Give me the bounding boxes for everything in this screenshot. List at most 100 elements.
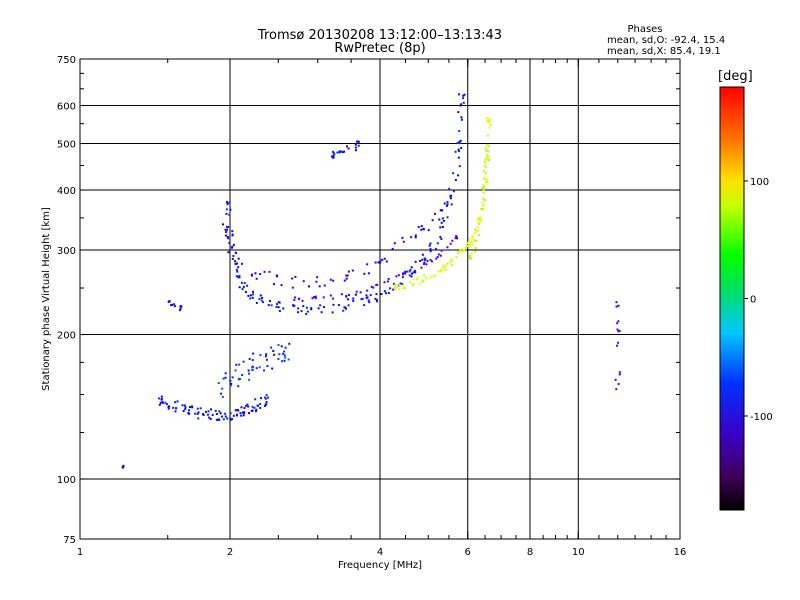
data-point: [227, 237, 230, 240]
data-point: [479, 219, 482, 222]
data-point: [466, 242, 469, 245]
data-point: [471, 243, 474, 246]
data-point: [486, 120, 489, 123]
data-point: [345, 274, 348, 277]
data-point: [403, 286, 406, 289]
data-point: [171, 303, 174, 306]
data-point: [395, 286, 398, 289]
data-point: [247, 405, 250, 408]
data-point: [457, 111, 460, 114]
data-point: [225, 208, 228, 211]
data-point: [467, 240, 470, 243]
data-point: [401, 276, 404, 279]
data-point: [470, 252, 473, 255]
data-point: [315, 280, 318, 283]
data-point: [346, 298, 349, 301]
data-point: [242, 414, 245, 417]
data-point: [383, 281, 386, 284]
data-point: [446, 246, 449, 249]
data-point: [225, 212, 228, 215]
data-point: [280, 284, 283, 287]
data-point: [313, 296, 316, 299]
y-tick-label: 75: [63, 535, 76, 546]
data-point: [222, 377, 225, 380]
data-point: [234, 263, 237, 266]
data-point: [243, 282, 246, 285]
data-point: [244, 290, 247, 293]
data-point: [256, 404, 259, 407]
data-point: [483, 199, 486, 202]
data-point: [222, 223, 225, 226]
data-point: [485, 178, 488, 181]
data-point: [456, 237, 459, 240]
data-point: [235, 268, 238, 271]
data-point: [183, 404, 186, 407]
data-point: [228, 213, 231, 216]
data-point: [253, 406, 256, 409]
data-point: [237, 378, 240, 381]
data-point: [488, 145, 491, 148]
data-point: [488, 126, 491, 129]
data-point: [389, 287, 392, 290]
data-point: [483, 177, 486, 180]
data-point: [454, 150, 457, 153]
data-point: [479, 216, 482, 219]
data-point: [291, 277, 294, 280]
x-tick-label: 1: [77, 547, 83, 558]
data-point: [414, 260, 417, 263]
data-point: [618, 329, 621, 332]
data-point: [232, 414, 235, 417]
data-point: [365, 294, 368, 297]
data-point: [347, 147, 350, 150]
data-point: [417, 225, 420, 228]
data-point: [293, 298, 296, 301]
data-point: [264, 397, 267, 400]
x-axis-label: Frequency [MHz]: [338, 560, 422, 571]
data-point: [379, 261, 382, 264]
data-point: [416, 276, 419, 279]
data-point: [278, 309, 281, 312]
data-point: [457, 251, 460, 254]
data-point: [268, 270, 271, 273]
data-point: [314, 297, 317, 300]
y-axis-label: Stationary phase Virtual Height [km]: [41, 207, 52, 391]
data-point: [449, 258, 452, 261]
data-point: [322, 296, 325, 299]
data-point: [429, 242, 432, 245]
data-point: [370, 285, 373, 288]
data-point: [351, 269, 354, 272]
data-point: [224, 372, 227, 375]
data-point: [264, 405, 267, 408]
data-point: [273, 283, 276, 286]
data-point: [267, 396, 270, 399]
data-point: [354, 146, 357, 149]
data-point: [261, 301, 264, 304]
data-point: [207, 410, 210, 413]
data-point: [251, 368, 254, 371]
data-point: [226, 225, 229, 228]
data-point: [484, 176, 487, 179]
data-point: [254, 410, 257, 413]
data-point: [180, 305, 183, 308]
data-point: [226, 228, 229, 231]
data-point: [300, 310, 303, 313]
data-point: [322, 306, 325, 309]
data-point: [410, 266, 413, 269]
data-point: [476, 230, 479, 233]
data-point: [404, 270, 407, 273]
y-axis-ticks: 75 100 200 300 400 500 600 750: [57, 55, 680, 546]
data-point: [191, 405, 194, 408]
data-point: [462, 101, 465, 104]
data-point: [473, 228, 476, 231]
data-point: [482, 191, 485, 194]
data-point: [329, 294, 332, 297]
data-point: [236, 414, 239, 417]
data-point: [238, 377, 241, 380]
data-point: [247, 372, 250, 375]
data-point: [367, 299, 370, 302]
data-point: [470, 257, 473, 260]
data-point: [476, 226, 479, 229]
data-point: [439, 226, 442, 229]
data-point: [259, 273, 262, 276]
data-point: [252, 293, 255, 296]
